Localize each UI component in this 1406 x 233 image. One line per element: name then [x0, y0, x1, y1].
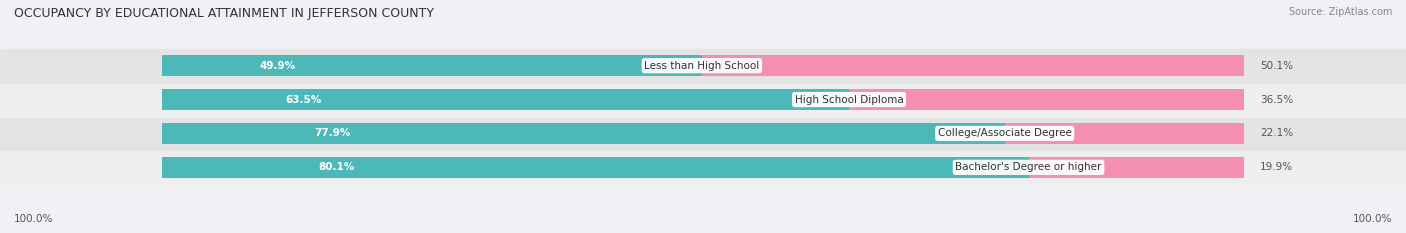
Text: Source: ZipAtlas.com: Source: ZipAtlas.com — [1288, 7, 1392, 17]
Text: 49.9%: 49.9% — [259, 61, 295, 71]
Text: 19.9%: 19.9% — [1260, 162, 1294, 172]
Text: College/Associate Degree: College/Associate Degree — [938, 128, 1071, 138]
Bar — [849, 89, 1244, 110]
Bar — [162, 55, 702, 76]
Bar — [162, 123, 1005, 144]
Text: High School Diploma: High School Diploma — [794, 95, 904, 105]
Bar — [1029, 157, 1244, 178]
Text: 77.9%: 77.9% — [314, 128, 350, 138]
Text: Less than High School: Less than High School — [644, 61, 759, 71]
Text: 100.0%: 100.0% — [1353, 214, 1392, 224]
Text: 36.5%: 36.5% — [1260, 95, 1294, 105]
Text: Bachelor's Degree or higher: Bachelor's Degree or higher — [955, 162, 1102, 172]
Bar — [0, 116, 1406, 150]
Bar — [0, 49, 1406, 83]
Bar — [0, 150, 1406, 184]
Bar — [162, 157, 1029, 178]
Text: 80.1%: 80.1% — [318, 162, 354, 172]
Text: 63.5%: 63.5% — [285, 95, 322, 105]
Text: 100.0%: 100.0% — [14, 214, 53, 224]
Text: 22.1%: 22.1% — [1260, 128, 1294, 138]
Bar — [162, 89, 849, 110]
Bar — [702, 55, 1244, 76]
Text: 50.1%: 50.1% — [1260, 61, 1294, 71]
Bar — [0, 83, 1406, 116]
Text: OCCUPANCY BY EDUCATIONAL ATTAINMENT IN JEFFERSON COUNTY: OCCUPANCY BY EDUCATIONAL ATTAINMENT IN J… — [14, 7, 434, 20]
Bar — [1005, 123, 1244, 144]
